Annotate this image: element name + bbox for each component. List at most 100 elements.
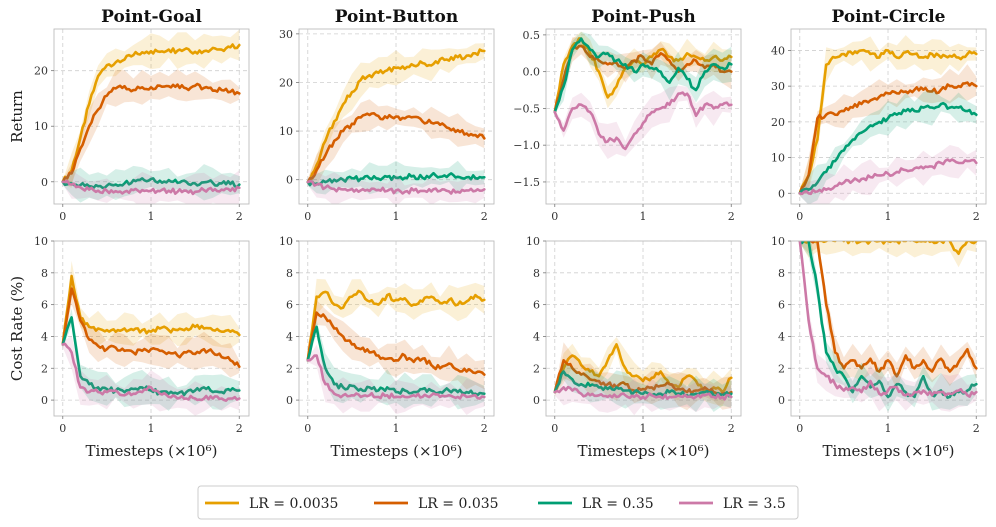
y-tick-label: 8 [778, 267, 785, 280]
line-lr-0-0035 [553, 343, 733, 394]
panel-panel-1-2-r1: 0 2 4 6 8 10 0 1 2 Timesteps (×10⁶) [526, 235, 742, 460]
y-tick-label: 2 [533, 362, 540, 375]
axes-frame [790, 240, 987, 417]
y-tick-label: 4 [533, 330, 540, 343]
axes-frame [298, 240, 495, 417]
y-tick-label: 4 [778, 330, 785, 343]
y-tick-label: 20 [34, 65, 48, 78]
y-tick-label: 0.0 [523, 66, 541, 79]
y-tick-label: −0.5 [513, 102, 540, 115]
y-tick-label: 2 [778, 362, 785, 375]
x-tick-label: 1 [640, 422, 647, 435]
band-lr-3-5 [62, 336, 240, 416]
y-tick-label: 10 [34, 120, 48, 133]
y-tick-label: 10 [34, 235, 48, 248]
band-lr-0-0035 [554, 337, 732, 407]
x-tick-label: 2 [973, 210, 980, 223]
line-lr-0-035 [798, 241, 978, 378]
band-lr-0-35 [799, 89, 977, 204]
line-lr-0-035 [61, 82, 241, 184]
band-lr-0-35 [554, 363, 732, 412]
x-tick-label: 1 [148, 210, 155, 223]
y-tick-label: 2 [41, 362, 48, 375]
x-tick-label: 1 [885, 210, 892, 223]
line-lr-0-35 [798, 241, 978, 399]
axes-frame [53, 240, 250, 417]
panel-title: Point-Circle [832, 7, 946, 27]
band-lr-0-035 [307, 99, 485, 186]
legend-entry-lr-0-0035[interactable]: LR = 0.0035 [205, 496, 338, 512]
y-tick-label: 30 [279, 28, 293, 41]
series-group [306, 278, 486, 415]
y-tick-label: 40 [771, 44, 785, 57]
y-tick-label: 0 [41, 394, 48, 407]
legend-label: LR = 0.0035 [249, 496, 338, 512]
line-lr-0-35 [306, 171, 486, 187]
x-tick-label: 1 [640, 210, 647, 223]
line-lr-0-35 [553, 370, 733, 398]
x-tick-label: 2 [236, 422, 243, 435]
band-lr-0-035 [799, 64, 977, 196]
line-lr-0-0035 [306, 289, 486, 362]
series-group [798, 35, 978, 204]
legend-entry-lr-0-035[interactable]: LR = 0.035 [374, 496, 499, 512]
line-lr-0-0035 [306, 48, 486, 184]
y-tick-label: 4 [286, 330, 293, 343]
y-tick-label: 8 [41, 267, 48, 280]
line-lr-3-5 [306, 179, 486, 195]
axes-frame [545, 240, 742, 417]
panel-title: Point-Push [591, 7, 695, 27]
y-tick-label: 6 [41, 299, 48, 312]
axes-frame [298, 28, 495, 205]
x-tick-label: 0 [551, 210, 558, 223]
x-tick-label: 1 [393, 422, 400, 435]
y-tick-label: 0 [286, 174, 293, 187]
line-lr-3-5 [798, 158, 978, 196]
band-lr-0-0035 [62, 29, 240, 189]
line-lr-3-5 [306, 354, 486, 400]
y-tick-label: 20 [771, 116, 785, 129]
band-lr-0-0035 [307, 43, 485, 186]
panel-panel-1-3-r1: 0 2 4 6 8 10 0 1 2 Timesteps (×10⁶) [771, 235, 987, 460]
x-tick-label: 1 [148, 422, 155, 435]
line-lr-0-035 [553, 44, 733, 114]
y-tick-label: 0 [778, 187, 785, 200]
axes-frame [545, 28, 742, 205]
x-tick-label: 2 [236, 210, 243, 223]
band-lr-3-5 [554, 369, 732, 416]
axes-frame [790, 28, 987, 205]
y-tick-label: 20 [279, 76, 293, 89]
y-tick-label: 0 [41, 176, 48, 189]
x-tick-label: 0 [59, 210, 66, 223]
legend-label: LR = 0.035 [418, 496, 499, 512]
panel-title: Point-Goal [101, 7, 202, 27]
x-tick-label: 2 [481, 210, 488, 223]
line-lr-0-035 [306, 112, 486, 184]
legend-entry-lr-3-5[interactable]: LR = 3.5 [679, 496, 786, 512]
line-lr-0-035 [553, 359, 733, 396]
series-group [553, 337, 733, 416]
band-lr-0-35 [62, 308, 240, 411]
band-lr-0-35 [554, 31, 732, 114]
band-lr-3-5 [62, 170, 240, 204]
series-group [553, 31, 733, 159]
panel-point-goal-r0: 0 10 20 0 1 2 Point-Goal [34, 7, 250, 223]
y-tick-label: −1.5 [513, 176, 540, 189]
y-tick-label: 8 [533, 267, 540, 280]
y-tick-label: 8 [286, 267, 293, 280]
y-tick-label: 0 [778, 394, 785, 407]
x-tick-label: 2 [728, 422, 735, 435]
line-lr-0-0035 [61, 274, 241, 346]
x-tick-label: 0 [796, 422, 803, 435]
legend-entry-lr-0-35[interactable]: LR = 0.35 [538, 496, 654, 512]
line-lr-0-35 [553, 37, 733, 114]
y-tick-label: −1.0 [513, 139, 540, 152]
line-lr-0-0035 [798, 48, 978, 195]
panel-point-circle-r0: 0 10 20 30 40 0 1 2 Point-Circle [771, 7, 987, 223]
legend-box [197, 485, 799, 520]
line-lr-3-5 [798, 241, 978, 398]
band-lr-0-035 [62, 273, 240, 378]
y-axis-label: Cost Rate (%) [8, 276, 26, 381]
y-tick-label: 10 [771, 235, 785, 248]
x-tick-label: 2 [728, 210, 735, 223]
